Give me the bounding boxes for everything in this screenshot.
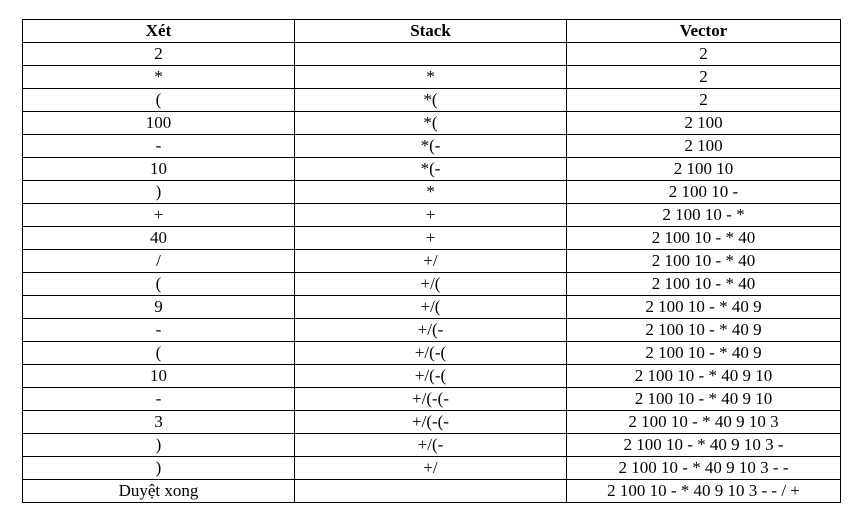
table-row: / +/2 100 10 - * 40 (22, 249, 841, 273)
cell-xet: ( (22, 88, 295, 112)
cell-stack: +/( (294, 295, 567, 319)
cell-xet: - (22, 134, 295, 158)
cell-xet: 3 (22, 410, 295, 434)
table-row: ) +/(- 2 100 10 - * 40 9 10 3 - (22, 433, 841, 457)
cell-vector: 2 (566, 88, 841, 112)
table-row: ) * 2 100 10 - (22, 180, 841, 204)
table-header: Xét Stack Vector (22, 19, 841, 43)
column-header-stack: Stack (294, 19, 567, 43)
cell-stack (294, 42, 567, 66)
cell-vector: 2 100 10 - * 40 (566, 272, 841, 296)
cell-vector: 2 100 10 - * 40 (566, 249, 841, 273)
table-row: (+/(-(2 100 10 - * 40 9 (22, 341, 841, 365)
cell-vector: 2 100 10 - (566, 180, 841, 204)
table-row: 3 +/(-(- 2 100 10 - * 40 9 10 3 (22, 410, 841, 434)
cell-xet: 9 (22, 295, 295, 319)
cell-stack (294, 479, 567, 503)
cell-xet: 40 (22, 226, 295, 250)
table-row: 40 +2 100 10 - * 40 (22, 226, 841, 250)
cell-vector: 2 100 10 - * 40 9 10 (566, 364, 841, 388)
cell-xet: 2 (22, 42, 295, 66)
table-body: 2 2 * * 2(*(2 100 *(2 100- *(- 2 100 10 *(- 2 100 1… (22, 42, 841, 503)
cell-stack: +/(-( (294, 341, 567, 365)
cell-vector: 2 100 10 - * 40 9 10 (566, 387, 841, 411)
cell-vector: 2 100 10 - * 40 9 10 3 - (566, 433, 841, 457)
cell-stack: *( (294, 88, 567, 112)
table-row: * * 2 (22, 65, 841, 89)
header-row: Xét Stack Vector (22, 19, 841, 43)
column-header-xet: Xét (22, 19, 295, 43)
cell-stack: * (294, 65, 567, 89)
cell-xet: * (22, 65, 295, 89)
cell-vector: 2 100 10 - * 40 (566, 226, 841, 250)
cell-stack: +/(-(- (294, 410, 567, 434)
cell-xet: ) (22, 456, 295, 480)
cell-vector: 2 (566, 65, 841, 89)
column-header-vector: Vector (566, 19, 841, 43)
table-row: 10 +/(-(2 100 10 - * 40 9 10 (22, 364, 841, 388)
cell-xet: ) (22, 433, 295, 457)
cell-vector: 2 100 10 - * 40 9 (566, 295, 841, 319)
table-row: - +/(- 2 100 10 - * 40 9 (22, 318, 841, 342)
table-row: 100 *(2 100 (22, 111, 841, 135)
cell-xet: + (22, 203, 295, 227)
cell-stack: +/(- (294, 433, 567, 457)
table-row: 10 *(- 2 100 10 (22, 157, 841, 181)
cell-xet: - (22, 387, 295, 411)
table-row: - *(- 2 100 (22, 134, 841, 158)
cell-vector: 2 100 10 - * 40 9 10 3 (566, 410, 841, 434)
cell-vector: 2 100 10 - * (566, 203, 841, 227)
table-row: + +2 100 10 - * (22, 203, 841, 227)
table-row: 9 +/(2 100 10 - * 40 9 (22, 295, 841, 319)
cell-stack: *( (294, 111, 567, 135)
cell-stack: + (294, 226, 567, 250)
cell-stack: * (294, 180, 567, 204)
table-row: ) +/2 100 10 - * 40 9 10 3 - - (22, 456, 841, 480)
cell-xet: ( (22, 341, 295, 365)
cell-stack: *(- (294, 157, 567, 181)
cell-vector: 2 100 10 - * 40 9 10 3 - - (566, 456, 841, 480)
table-row: (*(2 (22, 88, 841, 112)
cell-vector: 2 100 10 - * 40 9 (566, 318, 841, 342)
table-row: Duyệt xong 2 100 10 - * 40 9 10 3 - - / + (22, 479, 841, 503)
cell-xet: Duyệt xong (22, 479, 295, 503)
table-row: - +/(-(- 2 100 10 - * 40 9 10 (22, 387, 841, 411)
cell-xet: / (22, 249, 295, 273)
cell-xet: - (22, 318, 295, 342)
cell-vector: 2 100 (566, 134, 841, 158)
cell-stack: *(- (294, 134, 567, 158)
cell-vector: 2 100 10 - * 40 9 (566, 341, 841, 365)
cell-vector: 2 100 (566, 111, 841, 135)
cell-xet: 10 (22, 157, 295, 181)
cell-stack: +/(-(- (294, 387, 567, 411)
cell-stack: +/ (294, 456, 567, 480)
cell-vector: 2 (566, 42, 841, 66)
cell-stack: +/(-( (294, 364, 567, 388)
cell-vector: 2 100 10 - * 40 9 10 3 - - / + (566, 479, 841, 503)
cell-xet: ) (22, 180, 295, 204)
cell-xet: 100 (22, 111, 295, 135)
cell-stack: + (294, 203, 567, 227)
cell-xet: ( (22, 272, 295, 296)
cell-stack: +/ (294, 249, 567, 273)
cell-vector: 2 100 10 (566, 157, 841, 181)
cell-stack: +/( (294, 272, 567, 296)
table-row: (+/(2 100 10 - * 40 (22, 272, 841, 296)
cell-stack: +/(- (294, 318, 567, 342)
conversion-table: Xét Stack Vector 2 2 * * 2(*(2 100 *(2 100- *(-… (22, 19, 841, 503)
cell-xet: 10 (22, 364, 295, 388)
